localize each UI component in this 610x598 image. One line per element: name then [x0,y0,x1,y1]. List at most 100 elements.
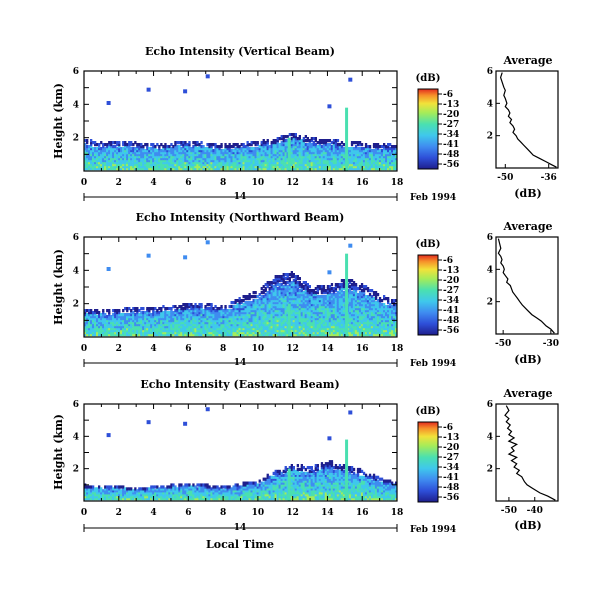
heatmap-cell [340,303,344,307]
heatmap-cell [230,311,233,315]
heatmap-cell [284,331,287,335]
heatmap-cell [348,315,352,319]
heatmap-cell [352,319,356,323]
heatmap-cell [194,323,197,327]
heatmap-cell [206,161,209,165]
heatmap-cell [376,323,380,327]
heatmap-cell [280,161,283,165]
heatmap-cell [150,331,153,335]
heatmap-cell [230,149,233,153]
heatmap-cell [88,147,91,151]
heatmap-cell [272,303,275,307]
heatmap-cell [248,327,251,331]
heatmap-cell [176,331,179,335]
heatmap-cell [393,161,396,165]
heatmap-cell [218,155,221,159]
heatmap-cell [314,155,317,159]
heatmap-cell [352,159,356,163]
heatmap-cell [228,333,231,337]
heatmap-cell [90,161,93,165]
heatmap-cell [264,333,267,337]
heatmap-cell [292,157,295,161]
heatmap-cell [340,157,344,161]
heatmap-cell [294,327,297,331]
heatmap-cell [284,315,287,319]
heatmap-cell [318,159,322,163]
heatmap-cell [218,315,221,319]
heatmap-cell [292,153,295,157]
heatmap-cell [182,145,185,149]
heatmap-cell [391,151,394,155]
heatmap-cell [112,147,115,151]
heatmap-cell [110,155,113,159]
heatmap-cell [366,315,370,319]
heatmap-cell [168,327,171,331]
heatmap-cell [272,315,275,319]
heatmap-cell [282,279,285,283]
heatmap-cell [270,155,273,159]
heatmap-cell [374,143,378,147]
heatmap-cell [276,333,279,337]
heatmap-cell [387,153,390,157]
heatmap-cell [132,323,135,327]
heatmap-cell [254,327,257,331]
heatmap-cell [284,135,287,139]
heatmap-cell [314,165,317,169]
heatmap-cell [306,317,309,321]
heatmap-cell [354,163,358,167]
heatmap-cell [272,167,275,171]
heatmap-cell [387,147,390,151]
heatmap-cell [322,307,326,311]
heatmap-cell [306,299,309,303]
heatmap-cell [378,145,382,149]
heatmap-cell [254,303,257,307]
heatmap-cell [364,157,368,161]
heatmap-cell [188,167,191,171]
heatmap-cell [156,325,159,329]
heatmap-cell [254,309,257,313]
heatmap-cell [104,329,107,333]
heatmap-cell [96,161,99,165]
heatmap-cell [238,145,241,149]
heatmap-cell [198,167,201,171]
heatmap-cell [312,295,315,299]
heatmap-cell [238,165,241,169]
date-marker: 14 [234,192,247,202]
heatmap-cell [90,165,93,169]
heatmap-cell [378,307,382,311]
heatmap-cell [168,149,171,153]
heatmap-cell [332,313,336,317]
heatmap-cell [242,167,245,171]
heatmap-cell [204,311,207,315]
heatmap-cell [112,161,115,165]
heatmap-cell [324,291,328,295]
heatmap-cell [90,139,93,143]
x-tick-label: 14 [321,178,334,188]
heatmap-cell [162,321,165,325]
heatmap-cell [387,157,390,161]
heatmap-cell [192,309,195,313]
heatmap-cell [262,301,265,305]
heatmap-cell [168,161,171,165]
heatmap-cell [250,303,253,307]
heatmap-cell [260,321,263,325]
heatmap-cell [134,327,137,331]
heatmap-cell [194,321,197,325]
heatmap-cell [358,149,362,153]
heatmap-cell [112,149,115,153]
heatmap-cell [248,165,251,169]
heatmap-cell [110,145,113,149]
heatmap-cell [274,163,277,167]
heatmap-cell [178,159,181,163]
heatmap-cell [134,155,137,159]
heatmap-cell [114,163,117,167]
heatmap-cell [226,317,229,321]
heatmap-cell [164,315,167,319]
heatmap-cell [314,163,317,167]
heatmap-cell [376,311,380,315]
heatmap-cell [284,293,287,297]
heatmap-cell [166,149,169,153]
heatmap-cell [232,149,235,153]
heatmap-cell [238,163,241,167]
heatmap-cell [108,309,111,313]
